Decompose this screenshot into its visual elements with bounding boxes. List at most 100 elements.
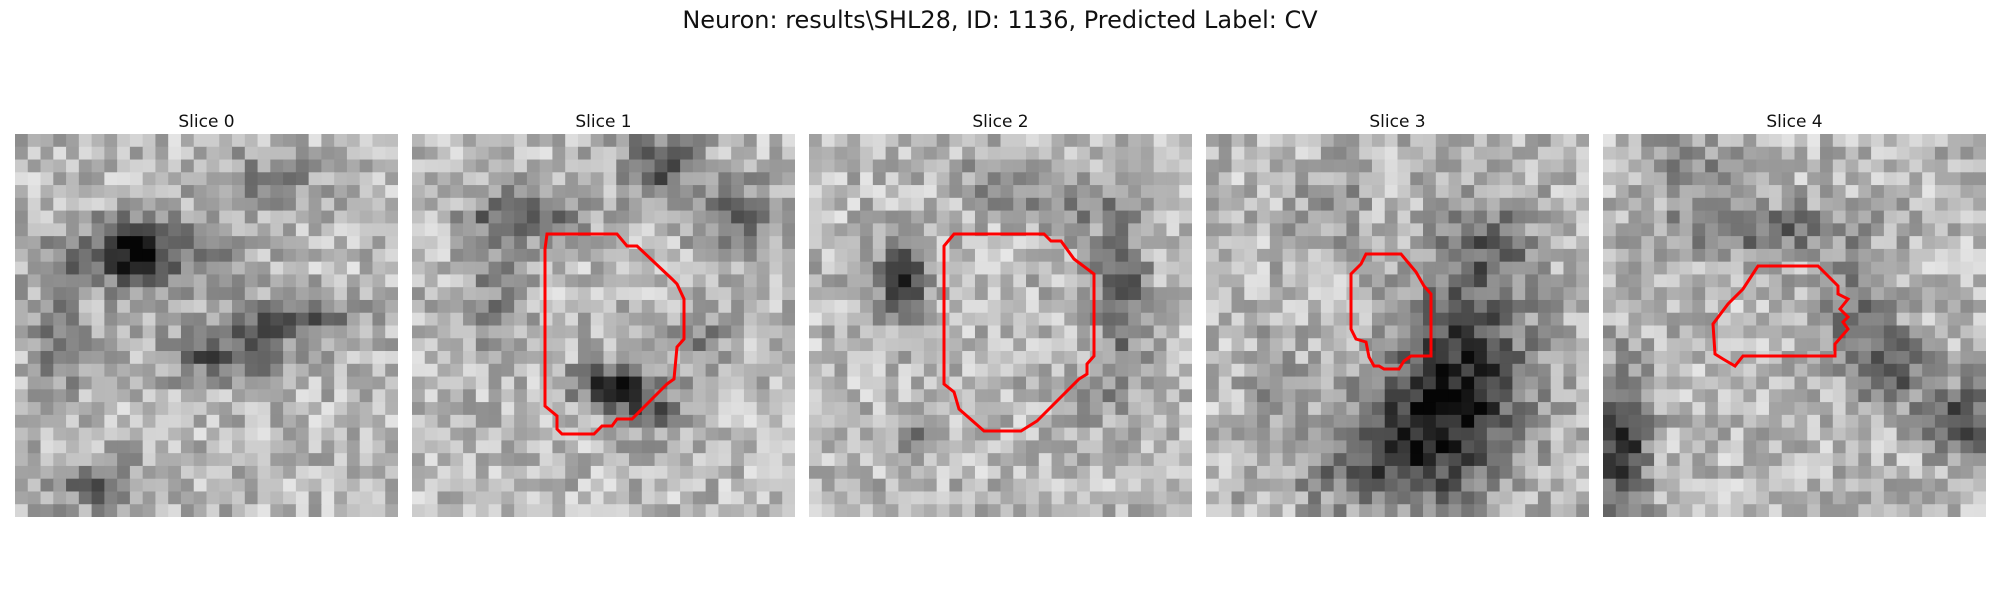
pixel-cell: [1832, 210, 1847, 224]
pixel-cell: [334, 236, 348, 250]
pixel-cell: [283, 172, 297, 186]
pixel-cell: [1922, 274, 1936, 288]
pixel-cell: [78, 338, 93, 352]
pixel-cell: [514, 351, 528, 365]
pixel-cell: [769, 185, 783, 199]
pixel-cell: [616, 223, 630, 237]
pixel-cell: [1628, 146, 1642, 161]
pixel-cell: [1550, 453, 1565, 467]
pixel-cell: [219, 363, 233, 378]
pixel-cell: [1038, 338, 1053, 352]
pixel-cell: [1320, 299, 1335, 314]
pixel-cell: [1896, 248, 1910, 263]
pixel-cell: [616, 172, 630, 186]
pixel-cell: [1883, 159, 1898, 173]
pixel-cell: [1026, 159, 1040, 173]
pixel-cell: [206, 172, 220, 186]
pixel-cell: [1423, 427, 1437, 441]
pixel-cell: [962, 414, 976, 429]
pixel-cell: [974, 172, 989, 186]
pixel-cell: [1282, 236, 1296, 250]
pixel-cell: [1858, 134, 1872, 148]
pixel-cell: [974, 134, 989, 148]
pixel-cell: [1883, 453, 1898, 467]
pixel-cell: [1051, 465, 1065, 480]
pixel-cell: [1896, 185, 1910, 199]
pixel-cell: [1461, 504, 1475, 517]
pixel-cell: [15, 223, 29, 237]
pixel-cell: [1883, 427, 1898, 441]
pixel-cell: [756, 351, 771, 365]
pixel-cell: [1512, 146, 1526, 161]
pixel-cell: [1603, 440, 1617, 454]
pixel-cell: [180, 414, 195, 429]
pixel-cell: [142, 376, 157, 390]
pixel-cell: [654, 274, 668, 288]
slice-panel-2: Slice 2: [809, 110, 1192, 517]
pixel-cell: [1346, 287, 1360, 301]
pixel-cell: [1384, 414, 1399, 429]
pixel-cell: [1448, 248, 1462, 263]
pixel-cell: [232, 274, 246, 288]
pixel-cell: [526, 248, 541, 263]
pixel-cell: [27, 376, 42, 390]
pixel-cell: [834, 504, 848, 517]
pixel-cell: [501, 223, 515, 237]
pixel-cell: [232, 312, 246, 327]
pixel-cell: [66, 248, 80, 263]
pixel-cell: [1641, 236, 1655, 250]
pixel-cell: [168, 248, 182, 263]
pixel-cell: [193, 478, 208, 493]
pixel-cell: [232, 427, 246, 441]
pixel-cell: [463, 223, 477, 237]
pixel-cell: [1603, 453, 1617, 467]
pixel-cell: [1576, 274, 1589, 288]
pixel-cell: [1666, 312, 1681, 327]
pixel-cell: [1717, 389, 1732, 403]
pixel-cell: [654, 402, 668, 416]
pixel-cell: [488, 274, 502, 288]
pixel-cell: [923, 504, 938, 517]
pixel-cell: [565, 274, 579, 288]
pixel-cell: [1781, 274, 1796, 288]
pixel-cell: [424, 465, 439, 480]
pixel-cell: [244, 159, 259, 173]
pixel-cell: [437, 427, 451, 441]
pixel-cell: [1346, 172, 1360, 186]
pixel-cell: [501, 134, 515, 148]
pixel-cell: [1206, 440, 1220, 454]
pixel-cell: [1206, 197, 1220, 212]
pixel-cell: [1858, 440, 1872, 454]
pixel-cell: [1820, 389, 1834, 403]
pixel-cell: [1486, 414, 1501, 429]
pixel-cell: [603, 312, 617, 327]
pixel-cell: [974, 440, 989, 454]
pixel-cell: [475, 312, 490, 327]
pixel-cell: [1934, 427, 1949, 441]
pixel-cell: [295, 274, 310, 288]
pixel-cell: [911, 172, 925, 186]
pixel-cell: [1603, 338, 1617, 352]
pixel-cell: [821, 159, 836, 173]
pixel-cell: [654, 197, 668, 212]
pixel-cell: [475, 185, 490, 199]
pixel-cell: [1435, 325, 1450, 339]
pixel-cell: [1218, 172, 1233, 186]
pixel-cell: [270, 504, 284, 517]
pixel-cell: [1000, 465, 1014, 480]
pixel-cell: [244, 376, 259, 390]
pixel-cell: [718, 185, 732, 199]
pixel-cell: [1858, 312, 1872, 327]
pixel-cell: [206, 363, 220, 378]
pixel-cell: [1115, 325, 1129, 339]
pixel-cell: [78, 261, 93, 276]
pixel-cell: [834, 274, 848, 288]
pixel-cell: [385, 414, 398, 429]
pixel-cell: [295, 159, 310, 173]
pixel-cell: [1013, 185, 1027, 199]
pixel-cell: [1807, 427, 1821, 441]
pixel-cell: [1218, 134, 1233, 148]
pixel-cell: [821, 185, 836, 199]
pixel-cell: [923, 274, 938, 288]
pixel-cell: [1435, 491, 1450, 505]
